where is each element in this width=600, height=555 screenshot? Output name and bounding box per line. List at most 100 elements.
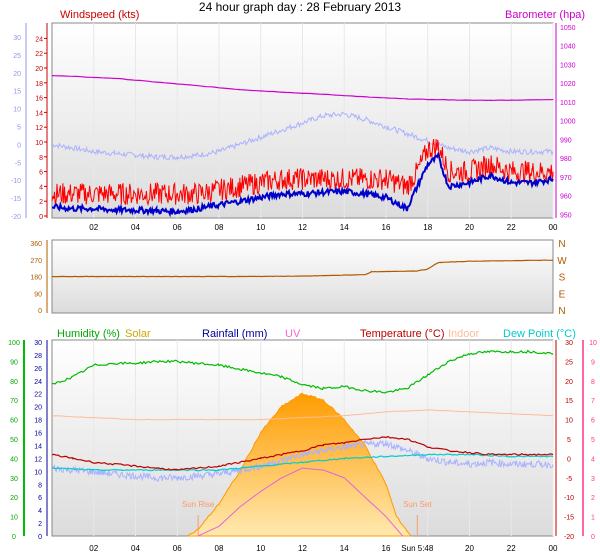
- panel1-left-tick-label: 18: [35, 81, 43, 88]
- feels-like-line: [51, 439, 554, 483]
- panel1-right-tick-label: 1020: [560, 81, 576, 88]
- temperature-label: Temperature (°C): [360, 328, 444, 340]
- panel1-x-tick-label: 22: [507, 223, 516, 232]
- humidity-tick-label: 20: [10, 495, 18, 502]
- sunset-annotation: Sun Set: [403, 500, 432, 509]
- panel2-left-tick-label: 270: [30, 258, 42, 265]
- rainfall-tick-label: 12: [34, 456, 42, 463]
- temperature-tick-label: -20: [564, 534, 574, 541]
- rainfall-tick-label: 22: [34, 392, 42, 399]
- uv-tick-label: 6: [591, 418, 595, 425]
- humidity-tick-label: 60: [10, 418, 18, 425]
- panel1-left-tick-label: 16: [35, 96, 43, 103]
- panel3-x-tick-label: 08: [215, 544, 224, 553]
- temperature-tick-label: -15: [564, 515, 574, 522]
- panel1-left-tick-label: 24: [35, 36, 43, 43]
- panel2-compass-label: E: [559, 289, 566, 300]
- panel1-left-tick-label: 0: [39, 214, 43, 221]
- rainfall-tick-label: 30: [34, 340, 42, 347]
- panel1-right-tick-label: 1040: [560, 44, 576, 51]
- uv-tick-label: 1: [591, 515, 595, 522]
- panel3-x-tick-label: 04: [131, 544, 140, 553]
- rainfall-tick-label: 16: [34, 431, 42, 438]
- panel2-compass-label: N: [558, 239, 565, 250]
- panel1-outer-tick-label: -20: [11, 214, 21, 221]
- rainfall-tick-label: 10: [34, 469, 42, 476]
- panel1-outer-tick-label: 30: [13, 35, 21, 42]
- humidity-tick-label: 40: [10, 456, 18, 463]
- temperature-tick-label: -10: [564, 495, 574, 502]
- humidity-tick-label: 100: [8, 340, 20, 347]
- uv-tick-label: 4: [591, 456, 595, 463]
- humidity-tick-label: 80: [10, 379, 18, 386]
- rainfall-tick-label: 6: [38, 495, 42, 502]
- dewpoint-label: Dew Point (°C): [503, 328, 576, 340]
- panel3-x-tick-label: 16: [382, 544, 391, 553]
- uv-tick-label: 3: [591, 476, 595, 483]
- panel1-outer-tick-label: 25: [13, 53, 21, 60]
- wind-average-line: [52, 151, 554, 218]
- panel1-x-tick-label: 10: [256, 223, 265, 232]
- panel1-right-tick-label: 950: [560, 212, 572, 219]
- uv-tick-label: 10: [589, 340, 597, 347]
- dewpoint-line: [51, 453, 554, 472]
- panel1-left-tick-label: 14: [35, 110, 43, 117]
- wind-direction-line: [51, 259, 554, 278]
- panel1-left-tick-label: 10: [35, 140, 43, 147]
- panel2-compass-label: S: [559, 273, 566, 284]
- temperature-tick-label: 15: [565, 398, 573, 405]
- panel1-right-tick-label: 990: [560, 137, 572, 144]
- temperature-tick-label: -5: [566, 476, 572, 483]
- panel3-x-tick-label: 14: [340, 544, 349, 553]
- panel3-x-tick-label: 00: [549, 544, 558, 553]
- rainfall-tick-label: 8: [38, 482, 42, 489]
- panel1-right-tick-label: 1000: [560, 119, 576, 126]
- panel3-x-tick-label: 12: [298, 544, 307, 553]
- panel3-x-tick-label: 20: [465, 544, 474, 553]
- panel1-right-tick-label: 1010: [560, 100, 576, 107]
- sunset-time-label: Sun 5:48: [401, 544, 434, 553]
- rainfall-tick-label: 26: [34, 366, 42, 373]
- humidity-line: [51, 349, 554, 394]
- rainfall-tick-label: 2: [38, 521, 42, 528]
- rainfall-tick-label: 20: [34, 405, 42, 412]
- panel1-x-tick-label: 20: [465, 223, 474, 232]
- panel1-left-tick-label: 8: [39, 155, 43, 162]
- uv-tick-label: 9: [591, 359, 595, 366]
- humidity-tick-label: 30: [10, 476, 18, 483]
- panel1-left-tick-label: 2: [39, 199, 43, 206]
- panel2-left-tick-label: 0: [38, 308, 42, 315]
- temperature-tick-label: 10: [565, 418, 573, 425]
- panel1-outer-tick-label: 5: [17, 125, 21, 132]
- temperature-tick-label: 0: [567, 456, 571, 463]
- panel1-right-tick-label: 960: [560, 194, 572, 201]
- panel1-outer-tick-label: 0: [17, 142, 21, 149]
- uv-tick-label: 0: [591, 534, 595, 541]
- rainfall-tick-label: 24: [34, 379, 42, 386]
- outer-temp-line: [51, 111, 554, 162]
- temperature-tick-label: 20: [565, 379, 573, 386]
- temperature-tick-label: 25: [565, 359, 573, 366]
- humidity-tick-label: 10: [10, 515, 18, 522]
- panel1-outer-tick-label: -5: [15, 160, 21, 167]
- panel1-outer-tick-label: 20: [13, 71, 21, 78]
- panel3-x-tick-label: 22: [507, 544, 516, 553]
- panel1-x-tick-label: 00: [549, 223, 558, 232]
- panel1-left-tick-label: 22: [35, 51, 43, 58]
- panel2-compass-label: N: [558, 306, 565, 317]
- panel1-right-tick-label: 980: [560, 156, 572, 163]
- humidity-tick-label: 50: [10, 437, 18, 444]
- barometer-line: [51, 75, 554, 102]
- panel1-x-tick-label: 08: [215, 223, 224, 232]
- panel1-left-tick-label: 12: [35, 125, 43, 132]
- solar-area: [187, 392, 413, 537]
- rainfall-label: Rainfall (mm): [202, 328, 267, 340]
- uv-line: [197, 467, 404, 537]
- uv-label: UV: [285, 328, 301, 340]
- panel1-x-tick-label: 18: [423, 223, 432, 232]
- humidity-tick-label: 0: [12, 534, 16, 541]
- panel1-left-tick-label: 20: [35, 66, 43, 73]
- panel1-right-tick-label: 1030: [560, 62, 576, 69]
- panel1-left-tick-label: 6: [39, 170, 43, 177]
